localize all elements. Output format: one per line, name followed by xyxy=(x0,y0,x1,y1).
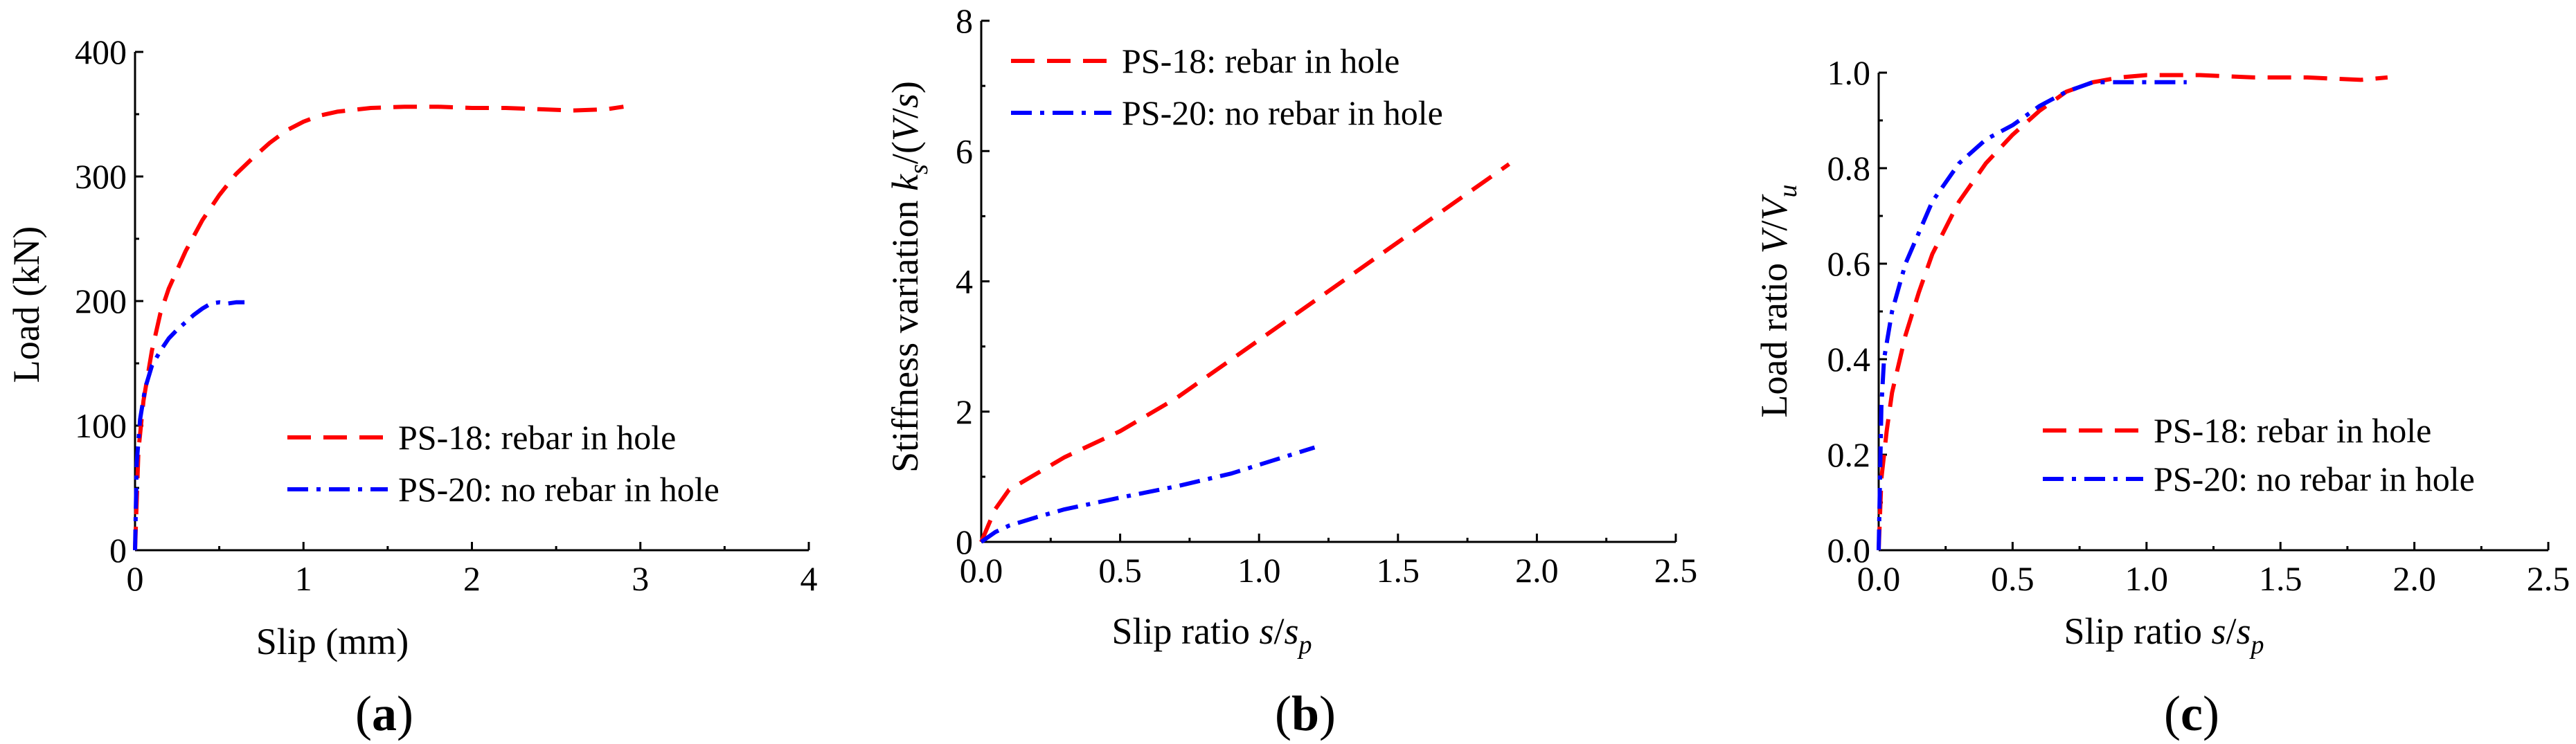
x-tick-label-c: 0.0 xyxy=(1857,559,1901,598)
panel-label-a: (a) xyxy=(355,686,413,741)
x-tick-label-a: 0 xyxy=(127,559,144,598)
x-tick-label-c: 0.5 xyxy=(1991,559,2034,598)
chart-panel-a: 0 1 2 3 4 0 100 200 300 400 PS-18: rebar in hole PS… xyxy=(6,33,818,741)
y-axis-label-a: Load (kN) xyxy=(6,226,47,383)
x-tick-label-a: 4 xyxy=(800,559,818,598)
x-tick-label-a: 3 xyxy=(632,559,649,598)
legend-label-b-2: PS-20: no rebar in hole xyxy=(1122,93,1443,132)
legend-label-c-2: PS-20: no rebar in hole xyxy=(2154,460,2475,498)
x-tick-label-b: 1.0 xyxy=(1237,551,1281,590)
x-tick-label-c: 1.0 xyxy=(2125,559,2169,598)
y-tick-label-c: 0.6 xyxy=(1827,244,1871,283)
y-tick-label-b: 4 xyxy=(956,262,973,301)
y-tick-label-c: 0.0 xyxy=(1827,531,1871,570)
y-tick-label-b: 6 xyxy=(956,131,973,170)
panel-label-c: (c) xyxy=(2164,686,2219,741)
x-axis-label-c: Slip ratio s/sp xyxy=(2064,610,2264,660)
x-tick-label-c: 2.0 xyxy=(2392,559,2436,598)
y-axis-label-b: Stiffness variation ks/(V/s) xyxy=(884,81,933,473)
y-tick-label-a: 0 xyxy=(109,531,127,570)
y-tick-label-c: 0.4 xyxy=(1827,340,1871,379)
y-tick-label-b: 0 xyxy=(956,523,973,561)
y-tick-label-a: 200 xyxy=(75,282,127,320)
plot-area-c: 0.0 0.5 1.0 1.5 2.0 2.5 0.0 0.2 0.4 0.6 0.8 1.0 PS-1… xyxy=(1827,53,2570,598)
x-tick-label-c: 2.5 xyxy=(2527,559,2570,598)
chart-panel-c: 0.0 0.5 1.0 1.5 2.0 2.5 0.0 0.2 0.4 0.6 0.8 1.0 PS-1… xyxy=(1753,53,2570,741)
y-tick-label-c: 1.0 xyxy=(1827,53,1871,92)
x-tick-label-b: 1.5 xyxy=(1377,551,1420,590)
x-axis-label-a: Slip (mm) xyxy=(256,621,409,662)
y-axis-label-c: Load ratio V/Vu xyxy=(1753,185,1803,418)
panel-label-b: (b) xyxy=(1275,686,1336,741)
chart-panel-b: 0.0 0.5 1.0 1.5 2.0 2.5 0 2 4 6 8 PS-18: rebar in h… xyxy=(884,1,1697,741)
x-tick-label-a: 1 xyxy=(295,559,312,598)
series-line-a-1 xyxy=(133,105,624,551)
series-line-b-1 xyxy=(979,162,1511,543)
legend-label-b-1: PS-18: rebar in hole xyxy=(1122,42,1399,80)
y-tick-label-b: 2 xyxy=(956,392,973,431)
series-line-c-1 xyxy=(1877,73,2388,551)
y-tick-label-a: 100 xyxy=(75,406,127,445)
x-tick-label-c: 1.5 xyxy=(2259,559,2302,598)
legend-label-a-2: PS-20: no rebar in hole xyxy=(398,470,719,509)
x-tick-label-a: 2 xyxy=(463,559,481,598)
y-tick-label-a: 300 xyxy=(75,157,127,196)
legend-label-a-1: PS-18: rebar in hole xyxy=(398,418,676,457)
plot-area-a: 0 1 2 3 4 0 100 200 300 400 PS-18: rebar in hole PS… xyxy=(75,33,818,598)
x-tick-label-b: 2.5 xyxy=(1654,551,1698,590)
x-tick-label-b: 2.0 xyxy=(1515,551,1559,590)
series-line-c-2 xyxy=(1877,80,2187,551)
x-axis-label-b: Slip ratio s/sp xyxy=(1111,610,1312,660)
x-tick-label-b: 0.5 xyxy=(1098,551,1142,590)
y-tick-label-c: 0.8 xyxy=(1827,149,1871,188)
legend-label-c-1: PS-18: rebar in hole xyxy=(2154,411,2431,450)
plot-area-b: 0.0 0.5 1.0 1.5 2.0 2.5 0 2 4 6 8 PS-18: rebar in h… xyxy=(956,1,1697,590)
y-tick-label-b: 8 xyxy=(956,1,973,40)
y-tick-label-c: 0.2 xyxy=(1827,435,1871,474)
y-tick-label-a: 400 xyxy=(75,33,127,71)
x-tick-label-b: 0.0 xyxy=(960,551,1003,590)
